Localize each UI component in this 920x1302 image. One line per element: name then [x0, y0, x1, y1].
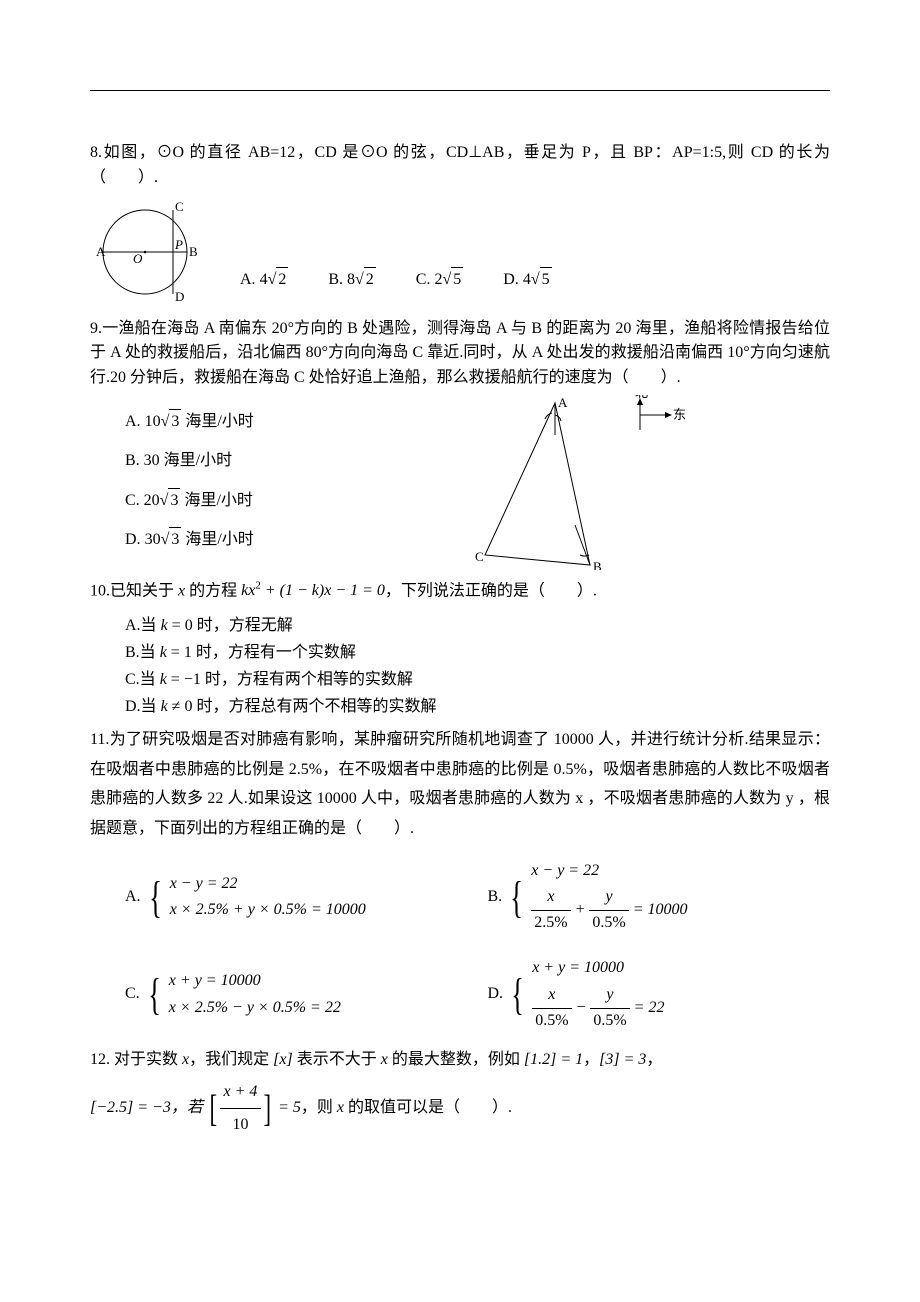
q9-figure: 北 东 A C B	[455, 395, 830, 570]
q11-optB: B.{ x − y = 22 x2.5% + y0.5% = 10000	[488, 858, 831, 937]
question-9: 9.一渔船在海岛 A 南偏东 20°方向的 B 处遇险，测得海岛 A 与 B 的…	[90, 317, 830, 570]
q8-optB: B. 82	[328, 267, 375, 293]
q12-line2: [−2.5] = −3，若 [x + 410] = 5，则 x 的取值可以是（ …	[90, 1076, 830, 1141]
q8-optA: A. 42	[240, 267, 288, 293]
q10-options: A.当 k = 0 时，方程无解 B.当 k = 1 时，方程有一个实数解 C.…	[125, 614, 830, 719]
q9-text: 9.一渔船在海岛 A 南偏东 20°方向的 B 处遇险，测得海岛 A 与 B 的…	[90, 317, 830, 391]
question-10: 10.已知关于 x 的方程 kx2 + (1 − k)x − 1 = 0，下列说…	[90, 578, 830, 719]
q9-optC: C. 203 海里/小时	[125, 488, 425, 514]
svg-text:D: D	[175, 289, 184, 304]
q8-optD: D. 45	[503, 267, 551, 293]
svg-text:A: A	[96, 244, 106, 259]
q8-text: 8.如图，⊙O 的直径 AB=12，CD 是⊙O 的弦，CD⊥AB，垂足为 P，…	[90, 141, 830, 191]
q11-text: 11.为了研究吸烟是否对肺癌有影响，某肿瘤研究所随机地调查了 10000 人，并…	[90, 725, 830, 843]
svg-text:B: B	[593, 559, 602, 570]
q12-line1: 12. 对于实数 x，我们规定 [x] 表示不大于 x 的最大整数，例如 [1.…	[90, 1044, 830, 1076]
svg-text:北: 北	[635, 395, 648, 400]
svg-text:B: B	[189, 244, 198, 259]
q9-options: A. 103 海里/小时 B. 30 海里/小时 C. 203 海里/小时 D.…	[125, 395, 425, 567]
question-11: 11.为了研究吸烟是否对肺癌有影响，某肿瘤研究所随机地调查了 10000 人，并…	[90, 725, 830, 1034]
svg-text:C: C	[475, 549, 484, 564]
q8-optC: C. 25	[416, 267, 463, 293]
q10-optD: D.当 k ≠ 0 时，方程总有两个不相等的实数解	[125, 695, 830, 720]
q9-optA: A. 103 海里/小时	[125, 409, 425, 435]
q11-optC: C.{ x + y = 10000 x × 2.5% − y × 0.5% = …	[125, 955, 468, 1034]
q8-options: A. 42 B. 82 C. 25 D. 45	[240, 267, 552, 307]
svg-text:O: O	[133, 251, 143, 266]
svg-text:东: 东	[673, 407, 685, 422]
q11-optA: A.{ x − y = 22 x × 2.5% + y × 0.5% = 100…	[125, 858, 468, 937]
q9-optB: B. 30 海里/小时	[125, 449, 425, 474]
q10-optB: B.当 k = 1 时，方程有一个实数解	[125, 641, 830, 666]
q10-text: 10.已知关于 x 的方程 kx2 + (1 − k)x − 1 = 0，下列说…	[90, 578, 830, 604]
svg-text:P: P	[174, 237, 183, 252]
q10-optA: A.当 k = 0 时，方程无解	[125, 614, 830, 639]
svg-text:C: C	[175, 199, 184, 214]
q11-options: A.{ x − y = 22 x × 2.5% + y × 0.5% = 100…	[125, 858, 830, 1035]
question-12: 12. 对于实数 x，我们规定 [x] 表示不大于 x 的最大整数，例如 [1.…	[90, 1044, 830, 1141]
question-8: 8.如图，⊙O 的直径 AB=12，CD 是⊙O 的弦，CD⊥AB，垂足为 P，…	[90, 141, 830, 307]
q8-figure: A B C D O P	[90, 197, 210, 307]
top-rule	[90, 90, 830, 91]
q11-optD: D.{ x + y = 10000 x0.5% − y0.5% = 22	[488, 955, 831, 1034]
q10-optC: C.当 k = −1 时，方程有两个相等的实数解	[125, 668, 830, 693]
svg-text:A: A	[558, 395, 568, 410]
q9-optD: D. 303 海里/小时	[125, 527, 425, 553]
